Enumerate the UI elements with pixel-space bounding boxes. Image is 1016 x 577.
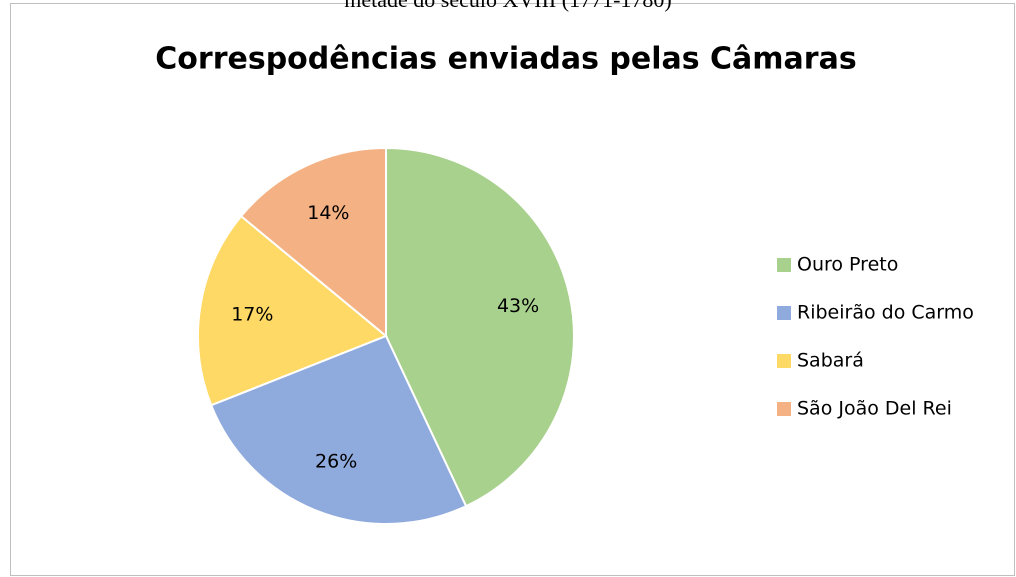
caption: metade do século XVIII (1771-1780) [344,0,671,12]
chart-title: Correspodências enviadas pelas Câmaras [155,42,856,77]
legend-label: Ouro Preto [797,254,898,276]
caption-mask [240,0,780,3]
legend-label: Ribeirão do Carmo [797,302,974,324]
data-label: 17% [231,303,273,325]
data-label: 14% [307,202,349,224]
legend-swatch [777,258,791,272]
pie-slice [209,334,468,525]
pie-slice [385,146,575,508]
legend-swatch [777,306,791,320]
legend-swatch [777,354,791,368]
pie-slice [197,214,388,407]
pie-slice [239,146,387,339]
legend-label: São João Del Rei [797,398,952,420]
legend-label: Sabará [797,350,864,372]
data-label: 26% [315,450,357,472]
data-label: 43% [497,295,539,317]
legend-swatch [777,402,791,416]
